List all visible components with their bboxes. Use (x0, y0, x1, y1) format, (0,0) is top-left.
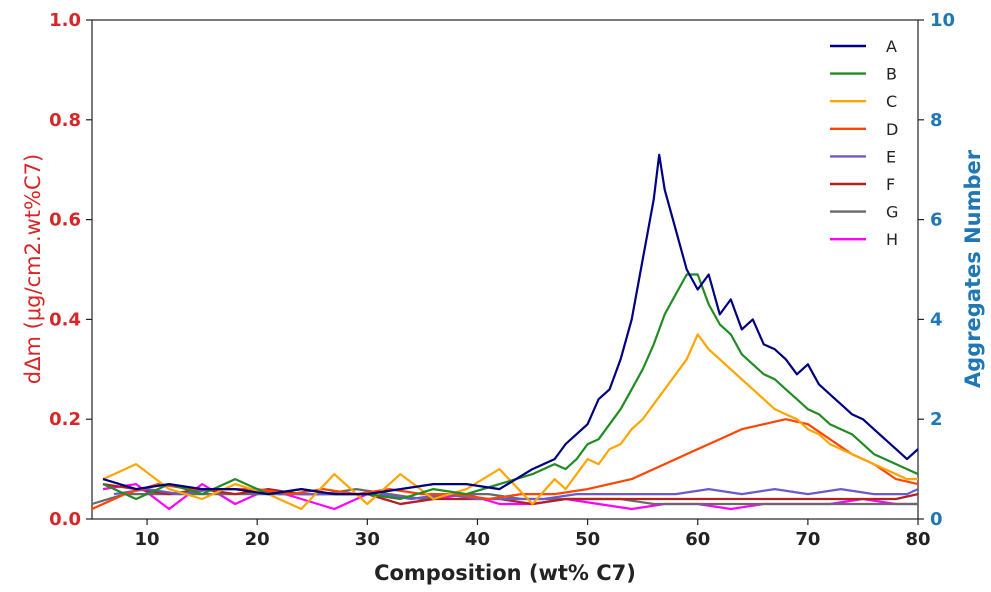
y-left-tick-label: 0.4 (49, 309, 81, 330)
x-tick-label: 40 (465, 529, 490, 550)
y-left-tick-label: 1.0 (49, 10, 81, 31)
legend-label-b: B (886, 65, 897, 84)
series-layer (92, 153, 918, 511)
series-line-a (102, 153, 918, 496)
x-tick-label: 10 (135, 529, 160, 550)
y-left-tick-label: 0.2 (49, 409, 81, 430)
legend-label-d: D (886, 120, 898, 139)
y-axis-left-label: dΔm (μg/cm2.wt%C7) (21, 154, 45, 384)
x-tick-label: 60 (685, 529, 710, 550)
legend-label-f: F (886, 175, 895, 194)
y-right-tick-label: 4 (930, 309, 943, 330)
x-axis-label: Composition (wt% C7) (374, 561, 636, 585)
legend-label-a: A (886, 37, 897, 56)
series-line-f (102, 483, 918, 506)
series-line-b (102, 273, 918, 501)
x-tick-label: 20 (245, 529, 270, 550)
y-right-tick-label: 8 (930, 110, 943, 131)
legend-label-h: H (886, 230, 898, 249)
x-tick-label: 30 (355, 529, 380, 550)
y-right-tick-label: 10 (930, 10, 955, 31)
series-line-d (92, 418, 918, 511)
x-tick-label: 50 (575, 529, 600, 550)
y-right-tick-label: 6 (930, 210, 943, 231)
y-left-tick-label: 0.8 (49, 110, 81, 131)
y-right-tick-label: 0 (930, 509, 943, 530)
legend-label-e: E (886, 147, 896, 166)
y-axis-right-label: Aggregates Number (961, 149, 985, 388)
y-left-tick-label: 0.0 (49, 509, 81, 530)
x-tick-label: 70 (795, 529, 820, 550)
legend-label-g: G (886, 203, 898, 222)
x-tick-label: 80 (905, 529, 930, 550)
tick-layer: 10 20 30 40 50 60 70 80 0.0 0.2 0.4 0.6 0.8 1.0 0 2 4 6 8 1… (49, 10, 955, 550)
y-right-tick-label: 2 (930, 409, 943, 430)
plot-area (91, 19, 919, 520)
legend-label-c: C (886, 92, 897, 111)
series-line-c (102, 333, 918, 511)
y-left-tick-label: 0.6 (49, 210, 81, 231)
